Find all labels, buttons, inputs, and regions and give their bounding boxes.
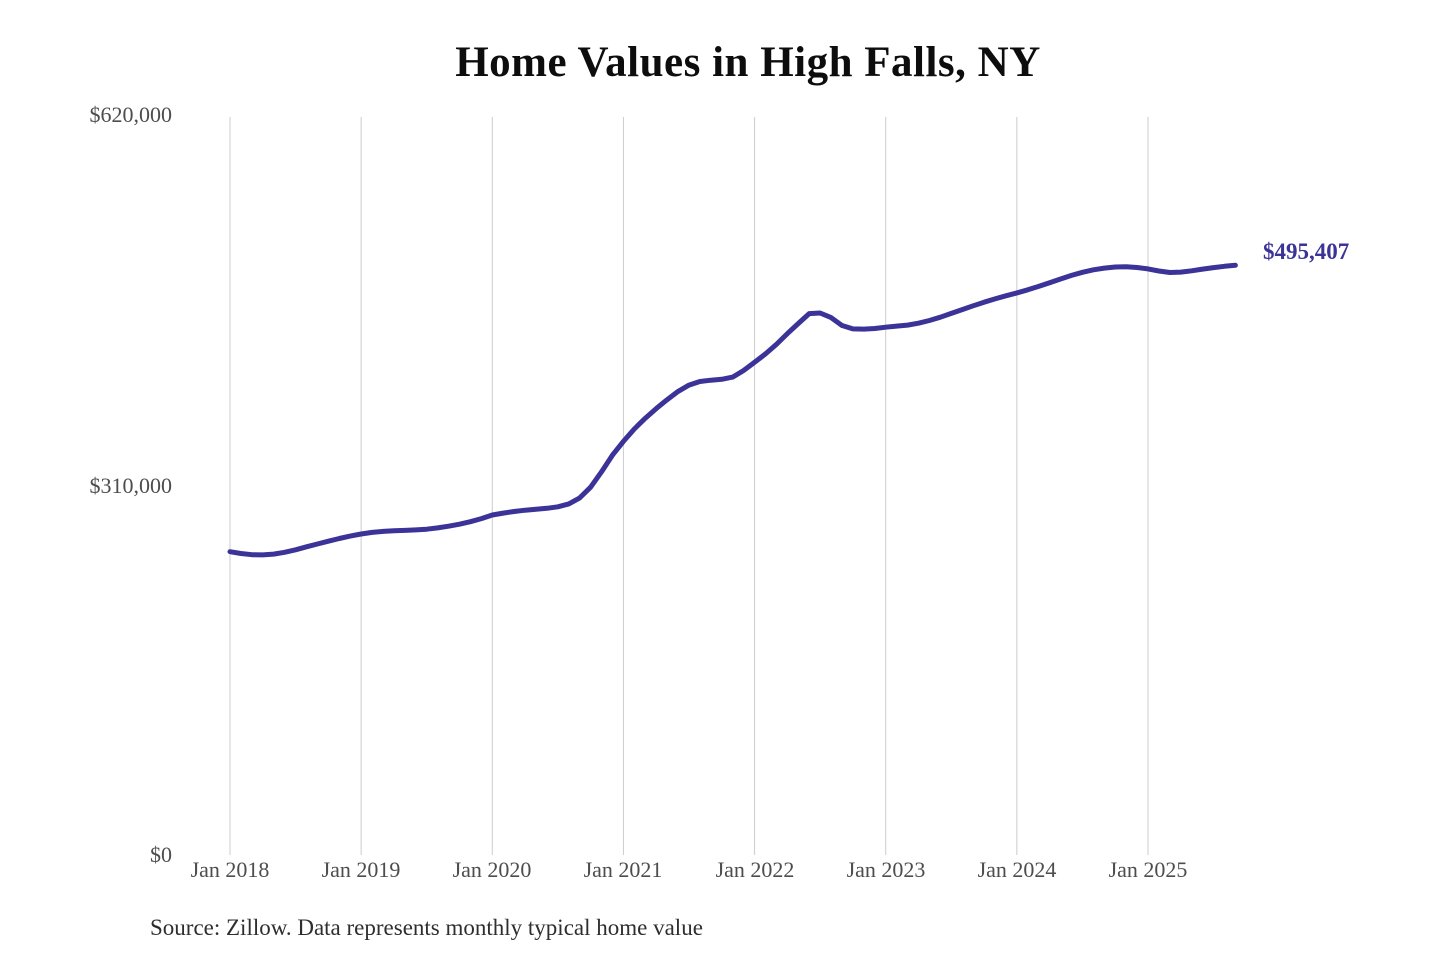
x-tick-jan-2019: Jan 2019 bbox=[321, 857, 401, 882]
latest-value-label: $495,407 bbox=[1263, 239, 1350, 264]
x-tick-jan-2023: Jan 2023 bbox=[846, 857, 926, 882]
source-note: Source: Zillow. Data represents monthly … bbox=[150, 915, 703, 940]
x-tick-jan-2022: Jan 2022 bbox=[715, 857, 795, 882]
x-tick-jan-2020: Jan 2020 bbox=[452, 857, 532, 882]
y-tick-0: $0 bbox=[150, 842, 172, 867]
gridlines bbox=[229, 117, 1149, 855]
home-value-line bbox=[227, 262, 1238, 558]
y-tick-310000: $310,000 bbox=[89, 473, 173, 498]
chart-title: Home Values in High Falls, NY bbox=[455, 39, 1041, 86]
x-tick-jan-2018: Jan 2018 bbox=[190, 857, 270, 882]
x-tick-jan-2021: Jan 2021 bbox=[583, 857, 663, 882]
y-tick-620000: $620,000 bbox=[89, 102, 173, 127]
x-tick-jan-2024: Jan 2024 bbox=[977, 857, 1057, 882]
x-tick-jan-2025: Jan 2025 bbox=[1108, 857, 1188, 882]
